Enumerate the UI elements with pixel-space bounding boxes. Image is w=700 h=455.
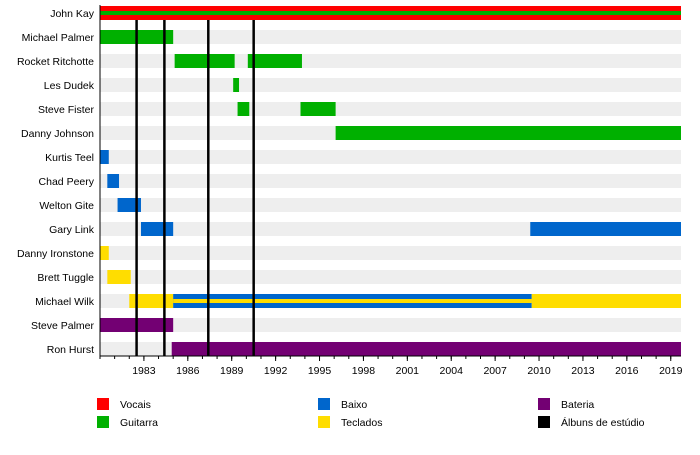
member-bar-guitar — [247, 54, 302, 68]
member-bar-guitar — [233, 78, 240, 92]
x-tick-label: 2010 — [527, 365, 551, 377]
member-bar-bass — [140, 222, 174, 236]
legend-label: Baixo — [341, 399, 367, 411]
legend-swatch-keys — [318, 416, 330, 428]
member-name: Les Dudek — [44, 80, 95, 92]
row-background — [100, 270, 681, 284]
member-bar-keys — [107, 270, 131, 284]
x-tick-label: 1998 — [352, 365, 376, 377]
member-bar-keys — [129, 294, 174, 308]
member-bar-guitar — [174, 54, 235, 68]
legend-swatch-bass — [318, 398, 330, 410]
legend-label: Álbuns de estúdio — [561, 416, 645, 429]
member-name: Rocket Ritchotte — [17, 56, 94, 68]
member-bar-bass — [100, 150, 109, 164]
member-name: Brett Tuggle — [37, 272, 94, 284]
member-bar-stripe-keys — [173, 299, 532, 303]
x-tick-label: 2019 — [659, 365, 683, 377]
member-name: Gary Link — [49, 224, 95, 236]
row-background — [100, 54, 681, 68]
legend-label: Teclados — [341, 417, 382, 429]
member-bar-guitar — [335, 126, 681, 140]
x-tick-label: 1992 — [264, 365, 288, 377]
row-background — [100, 318, 681, 332]
member-name: Danny Ironstone — [17, 248, 94, 260]
member-bar-keys — [100, 246, 109, 260]
member-name: Danny Johnson — [21, 128, 94, 140]
legend-label: Vocais — [120, 399, 151, 411]
member-bar-guitar — [300, 102, 336, 116]
x-tick-label: 2004 — [440, 365, 464, 377]
x-tick-label: 1989 — [220, 365, 244, 377]
member-bar-stripe-guitar — [100, 11, 681, 15]
member-name: Welton Gite — [39, 200, 94, 212]
member-bar-bass — [117, 198, 141, 212]
x-tick-label: 2013 — [571, 365, 595, 377]
row-background — [100, 174, 681, 188]
member-name: Kurtis Teel — [45, 152, 94, 164]
member-bar-keys — [531, 294, 681, 308]
member-name: Michael Palmer — [22, 32, 95, 44]
row-background — [100, 30, 681, 44]
row-background — [100, 246, 681, 260]
legend-swatch-guitar — [97, 416, 109, 428]
member-bar-bass — [530, 222, 681, 236]
member-bar-drums — [171, 342, 681, 356]
row-background — [100, 102, 681, 116]
member-bar-guitar — [237, 102, 250, 116]
row-background — [100, 198, 681, 212]
member-name: Steve Fister — [38, 104, 95, 116]
x-tick-label: 2007 — [483, 365, 507, 377]
member-name: John Kay — [50, 8, 95, 20]
x-tick-label: 2016 — [615, 365, 639, 377]
x-tick-label: 1983 — [132, 365, 156, 377]
member-name: Steve Palmer — [31, 320, 95, 332]
legend-swatch-vocals — [97, 398, 109, 410]
member-name: Ron Hurst — [47, 344, 94, 356]
legend-swatch-drums — [538, 398, 550, 410]
member-name: Chad Peery — [39, 176, 95, 188]
x-tick-label: 1995 — [308, 365, 332, 377]
x-tick-label: 1986 — [176, 365, 200, 377]
member-bar-bass — [107, 174, 120, 188]
member-name: Michael Wilk — [35, 296, 95, 308]
legend-swatch-albums — [538, 416, 550, 428]
row-background — [100, 150, 681, 164]
x-tick-label: 2001 — [396, 365, 420, 377]
row-background — [100, 78, 681, 92]
legend-label: Bateria — [561, 399, 594, 411]
legend-label: Guitarra — [120, 417, 158, 429]
